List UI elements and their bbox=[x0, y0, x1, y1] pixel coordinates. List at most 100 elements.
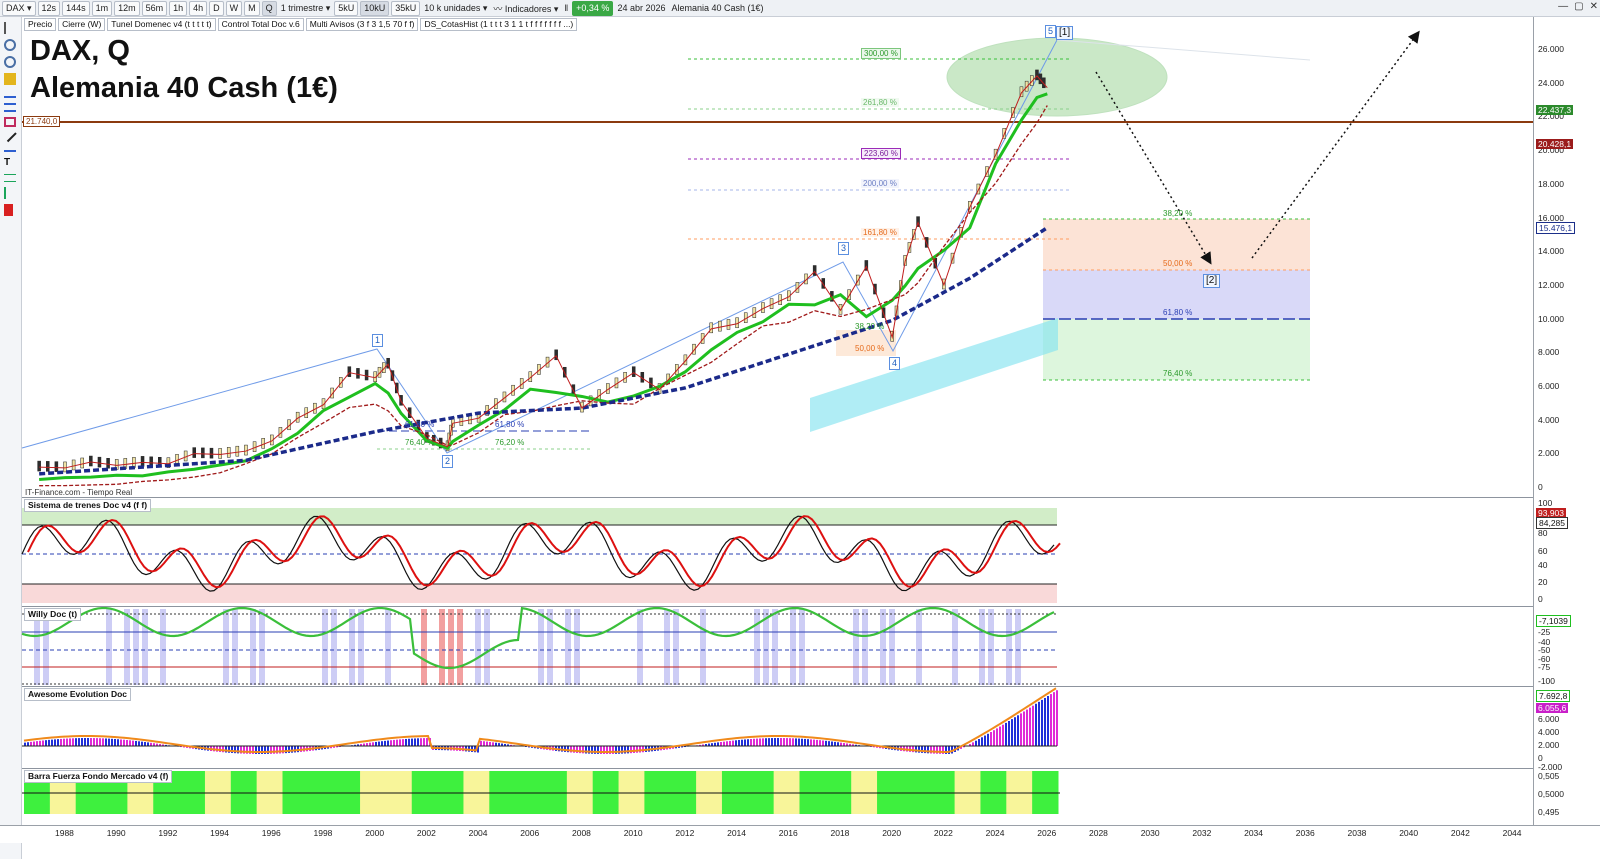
awesome-bar bbox=[990, 732, 992, 746]
pause-icon[interactable]: ‖ bbox=[564, 3, 569, 13]
text-tool-icon[interactable]: T bbox=[4, 157, 11, 168]
fib-label-223: 223,60 % bbox=[861, 148, 901, 159]
top-toolbar: DAX ▾ 12s 144s 1m 12m 56m 1h 4h D W M Q … bbox=[0, 0, 1600, 17]
panel-title-fuerza[interactable]: Barra Fuerza Fondo Mercado v4 (f) bbox=[24, 770, 173, 783]
timeframe-selector[interactable]: 1 trimestre ▾ bbox=[280, 2, 331, 13]
fib-retrace-50: 50,00 % bbox=[1163, 259, 1193, 268]
awesome-bar bbox=[123, 739, 125, 746]
panel-title-trains[interactable]: Sistema de trenes Doc v4 (f f) bbox=[24, 499, 152, 512]
willy-bar bbox=[448, 609, 454, 685]
awesome-bar bbox=[237, 746, 239, 754]
minimize-icon[interactable]: — bbox=[1558, 1, 1569, 12]
target-ellipse bbox=[946, 37, 1168, 117]
period-m[interactable]: M bbox=[244, 0, 260, 16]
time-axis[interactable]: 1988 1990 1992 1994 1996 1998 2000 2002 2004 2006… bbox=[0, 825, 1600, 843]
fib-small-38: 38,20 % bbox=[855, 322, 885, 331]
line-tool-icon[interactable] bbox=[4, 90, 16, 98]
period-12s[interactable]: 12s bbox=[37, 0, 61, 16]
pencil-tool-icon[interactable] bbox=[4, 144, 16, 152]
p1-axis-60: 60 bbox=[1538, 546, 1548, 556]
period-56m[interactable]: 56m bbox=[141, 0, 168, 16]
wave-label-3[interactable]: 3 bbox=[838, 242, 850, 255]
awesome-bar bbox=[717, 742, 719, 746]
awesome-bar bbox=[165, 744, 167, 746]
panel-separator[interactable] bbox=[22, 768, 1533, 769]
units-35k[interactable]: 35kU bbox=[391, 0, 421, 16]
year-label: 2020 bbox=[882, 828, 902, 838]
period-1m[interactable]: 1m bbox=[91, 0, 113, 16]
awesome-bar bbox=[483, 741, 485, 746]
awesome-bar bbox=[93, 738, 95, 746]
panel-title-awesome[interactable]: Awesome Evolution Doc bbox=[24, 688, 132, 701]
awesome-bar bbox=[963, 746, 965, 748]
units-5k[interactable]: 5kU bbox=[334, 0, 359, 16]
candle bbox=[201, 447, 205, 459]
awesome-bar bbox=[705, 744, 707, 746]
awesome-bar bbox=[711, 743, 713, 746]
period-w[interactable]: W bbox=[225, 0, 243, 16]
zoom-out-icon[interactable] bbox=[4, 56, 16, 68]
panel-separator[interactable] bbox=[22, 606, 1533, 607]
awesome-bar bbox=[378, 741, 380, 746]
period-d[interactable]: D bbox=[209, 0, 224, 16]
awesome-bar bbox=[294, 746, 296, 753]
period-1h[interactable]: 1h bbox=[169, 0, 188, 16]
wave-label-1[interactable]: 1 bbox=[372, 334, 384, 347]
chip-price[interactable]: Precio bbox=[24, 17, 57, 31]
willy-bar bbox=[457, 609, 463, 685]
wave-label-2[interactable]: 2 bbox=[442, 455, 454, 468]
period-q[interactable]: Q bbox=[261, 0, 277, 16]
units-10k[interactable]: 10kU bbox=[360, 0, 390, 16]
awesome-bar bbox=[1020, 713, 1022, 746]
awesome-bar bbox=[114, 738, 116, 746]
wave-label-major-1[interactable]: [1] bbox=[1056, 26, 1074, 40]
candle bbox=[700, 333, 705, 344]
rectangle-tool-icon[interactable] bbox=[4, 117, 16, 127]
awesome-bar bbox=[786, 738, 788, 746]
chip-close[interactable]: Cierre (W) bbox=[58, 17, 106, 31]
wave-label-4[interactable]: 4 bbox=[889, 357, 901, 370]
awesome-bar bbox=[678, 746, 680, 748]
awesome-bar bbox=[912, 746, 914, 753]
chip-multi-avisos[interactable]: Multi Avisos (3 f 3 1,5 70 f f) bbox=[305, 17, 419, 31]
awesome-bar bbox=[1029, 707, 1031, 746]
maximize-icon[interactable]: ▢ bbox=[1574, 1, 1584, 12]
indicators-button[interactable]: 〰 Indicadores ▾ bbox=[493, 3, 559, 14]
alert-icon[interactable] bbox=[4, 73, 16, 85]
awesome-bar bbox=[684, 746, 686, 748]
wave-label-5[interactable]: 5 bbox=[1045, 25, 1057, 38]
willy-bar bbox=[232, 609, 238, 685]
period-4h[interactable]: 4h bbox=[189, 0, 208, 16]
panel-separator[interactable] bbox=[22, 686, 1533, 687]
chip-control-total[interactable]: Control Total Doc v.6 bbox=[217, 17, 304, 31]
awesome-bar bbox=[183, 746, 185, 748]
trash-icon[interactable] bbox=[4, 204, 13, 216]
willy-bar bbox=[223, 609, 229, 685]
awesome-bar bbox=[945, 746, 947, 754]
symbol-selector[interactable]: DAX ▾ bbox=[2, 0, 36, 16]
awesome-bar bbox=[699, 744, 701, 746]
awesome-bar bbox=[579, 746, 581, 754]
awesome-bar bbox=[567, 746, 569, 753]
awesome-bar bbox=[129, 740, 131, 746]
chip-tunel[interactable]: Tunel Domenec v4 (t t t t t) bbox=[107, 17, 216, 31]
awesome-bar bbox=[765, 738, 767, 746]
wave-tool-icon[interactable] bbox=[4, 187, 18, 199]
awesome-bar bbox=[606, 746, 608, 754]
period-144s[interactable]: 144s bbox=[62, 0, 90, 16]
cursor-icon[interactable] bbox=[4, 22, 18, 34]
panel-separator[interactable] bbox=[22, 497, 1533, 498]
awesome-bar bbox=[87, 738, 89, 746]
chip-cotashist[interactable]: DS_CotasHist (1 t t t 3 1 1 t f f f f f … bbox=[420, 17, 578, 31]
period-12m[interactable]: 12m bbox=[114, 0, 140, 16]
awesome-bar bbox=[417, 738, 419, 746]
wave-label-major-2[interactable]: [2] bbox=[1203, 274, 1221, 288]
units-dropdown[interactable]: 10 k unidades ▾ bbox=[424, 2, 488, 13]
close-icon[interactable]: ✕ bbox=[1589, 1, 1598, 12]
awesome-bar bbox=[501, 743, 503, 746]
panel-title-willy[interactable]: Willy Doc (t) bbox=[24, 608, 82, 621]
channel-tool-icon[interactable] bbox=[4, 103, 16, 112]
zoom-icon[interactable] bbox=[4, 39, 16, 51]
fibonacci-tool-icon[interactable] bbox=[4, 174, 16, 182]
